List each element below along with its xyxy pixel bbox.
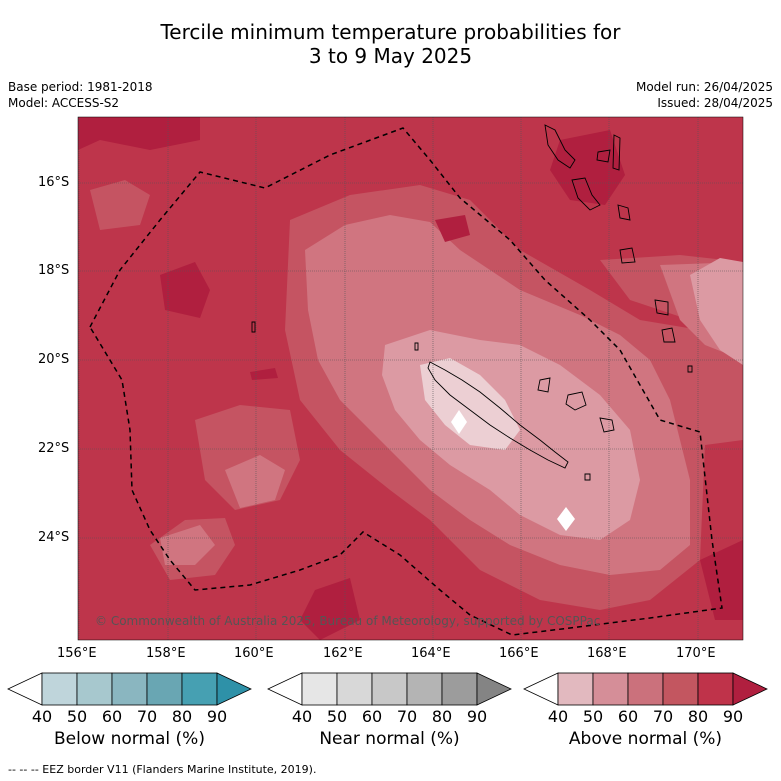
probability-field (78, 117, 743, 640)
model-name: Model: ACCESS-S2 (8, 96, 120, 110)
eez-footnote: -- -- -- EEZ border V11 (Flanders Marine… (8, 763, 317, 776)
coastlines (251, 124, 693, 481)
colorbar-tick-label: 40 (291, 707, 313, 726)
colorbar-tick-label: 90 (722, 707, 744, 726)
vanuatu-island (617, 204, 631, 221)
issued-date: Issued: 28/04/2025 (657, 96, 773, 110)
above-60-region (225, 455, 285, 508)
above-90-patch (550, 130, 625, 205)
longitude-tick-label: 156°E (57, 646, 97, 661)
vanuatu-island (619, 247, 636, 264)
longitude-tick-label: 166°E (499, 646, 539, 661)
near-normal-spot (557, 507, 575, 531)
longitude-tick-label: 164°E (411, 646, 451, 661)
new-caledonia-island (427, 361, 569, 469)
colorbar-tick-label: 80 (171, 707, 193, 726)
colorbar-tick-label: 80 (687, 707, 709, 726)
near-normal-spot (451, 410, 467, 434)
above-90-patch (160, 262, 210, 318)
loyalty-island (565, 391, 587, 411)
colorbar-label: Near normal (%) (319, 729, 460, 749)
colorbar-tick-label: 40 (547, 707, 569, 726)
colorbar-tick-label: 40 (31, 707, 53, 726)
above-70-region (90, 180, 150, 230)
above-90-patch (435, 215, 470, 242)
colorbar-tick-label: 70 (396, 707, 418, 726)
colorbar-tick-label: 60 (101, 707, 123, 726)
small-island (584, 473, 591, 481)
longitude-tick-label: 170°E (676, 646, 716, 661)
vanuatu-island (544, 124, 576, 169)
model-run: Model run: 26/04/2025 (635, 80, 773, 94)
colorbar-tick-label: 50 (66, 707, 88, 726)
colorbar-label: Below normal (%) (54, 729, 205, 749)
title-line-1: Tercile minimum temperature probabilitie… (160, 20, 621, 44)
colorbar-tick-label: 50 (326, 707, 348, 726)
map-frame (77, 116, 744, 641)
above-90-patch (700, 540, 743, 620)
colorbar-tick-label: 60 (617, 707, 639, 726)
latitude-tick-label: 18°S (38, 263, 70, 278)
copyright-note: © Commonwealth of Australia 2025, Bureau… (95, 614, 601, 628)
colorbar-tick-label: 80 (431, 707, 453, 726)
longitude-tick-label: 160°E (234, 646, 274, 661)
longitude-tick-label: 162°E (323, 646, 363, 661)
latitude-tick-label: 20°S (38, 352, 70, 367)
small-island (687, 365, 693, 373)
vanuatu-island (612, 134, 621, 171)
above-90-patch (250, 368, 278, 380)
eez-border (89, 127, 723, 636)
colorbar-tick-label: 50 (582, 707, 604, 726)
vanuatu-island (571, 177, 601, 211)
loyalty-island (537, 377, 551, 393)
vanuatu-island (661, 327, 676, 343)
latitude-tick-label: 16°S (38, 175, 70, 190)
colorbar-tick-label: 90 (466, 707, 488, 726)
above-90-patch (78, 117, 200, 150)
above-40-region (420, 358, 520, 450)
graticule (78, 117, 743, 640)
latitude-tick-label: 24°S (38, 530, 70, 545)
longitude-tick-label: 168°E (587, 646, 627, 661)
small-island (414, 342, 419, 351)
vanuatu-island (596, 149, 611, 163)
colorbar-tick-label: 70 (652, 707, 674, 726)
above-60-region (160, 525, 215, 565)
colorbar-tick-label: 60 (361, 707, 383, 726)
vanuatu-island (654, 299, 669, 316)
colorbar-tick-label: 90 (206, 707, 228, 726)
colorbar-tick-label: 70 (136, 707, 158, 726)
above-50-region (690, 258, 743, 365)
longitude-tick-label: 158°E (146, 646, 186, 661)
loyalty-island (599, 417, 615, 433)
base-period: Base period: 1981-2018 (8, 80, 153, 94)
small-island (251, 321, 256, 333)
title-line-2: 3 to 9 May 2025 (308, 44, 473, 68)
latitude-tick-label: 22°S (38, 441, 70, 456)
colorbar-label: Above normal (%) (568, 729, 723, 749)
